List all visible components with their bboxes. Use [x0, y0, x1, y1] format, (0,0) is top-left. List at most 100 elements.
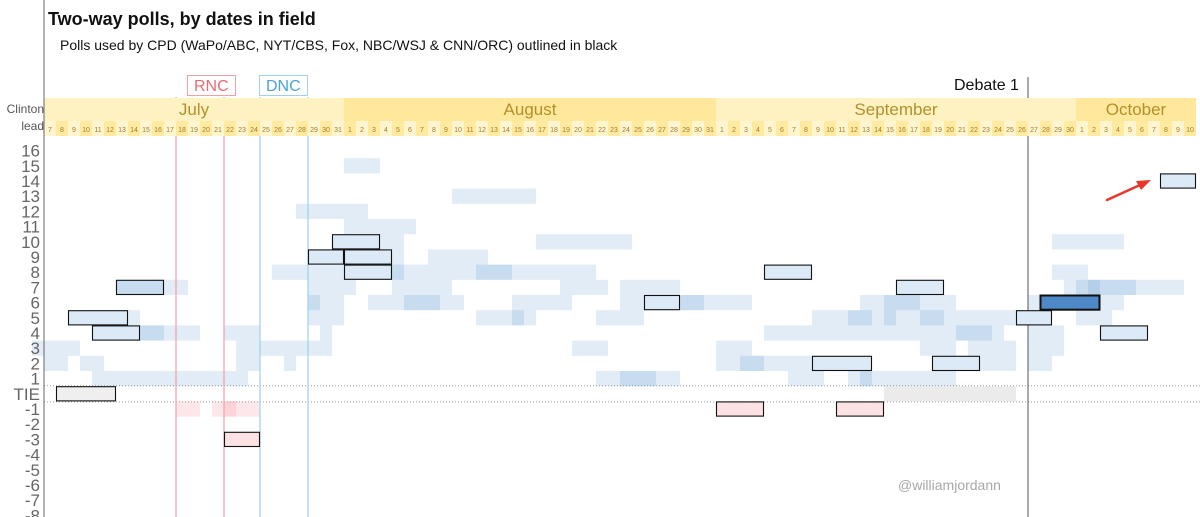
poll-cell — [368, 295, 464, 311]
poll-cell — [308, 340, 332, 356]
day-tick-label: 10 — [826, 127, 834, 134]
day-cell — [380, 121, 392, 136]
debate-label: Debate 1 — [954, 77, 1019, 94]
poll-cell — [284, 355, 296, 371]
poll-cell — [260, 340, 308, 356]
day-tick-label: 25 — [262, 127, 270, 134]
day-cell — [212, 121, 224, 136]
y-tick-label: -4 — [25, 446, 40, 465]
day-tick-label: 26 — [1018, 127, 1026, 134]
day-cell — [920, 121, 932, 136]
day-tick-label: 7 — [420, 127, 424, 134]
day-cell — [692, 121, 704, 136]
day-cell — [1076, 121, 1088, 136]
poll-cell — [1052, 264, 1088, 280]
poll-cell — [344, 219, 416, 235]
day-tick-label: 16 — [154, 127, 162, 134]
day-cell — [116, 121, 128, 136]
day-tick-label: 22 — [226, 127, 234, 134]
day-tick-label: 13 — [118, 127, 126, 134]
day-cell — [536, 121, 548, 136]
month-band-september — [716, 98, 1076, 121]
day-tick-label: 2 — [360, 127, 364, 134]
day-tick-label: 20 — [946, 127, 954, 134]
y-tick-label: 6 — [31, 294, 40, 313]
y-axis-label-line1: Clinton — [6, 102, 44, 116]
day-cell — [524, 121, 536, 136]
poll-cell — [560, 279, 608, 295]
poll-cell — [680, 295, 752, 311]
day-cell — [548, 121, 560, 136]
y-tick-label: 8 — [31, 263, 40, 282]
poll-cell — [320, 325, 332, 341]
day-tick-label: 12 — [478, 127, 486, 134]
day-cell — [500, 121, 512, 136]
day-cell — [668, 121, 680, 136]
day-cell — [740, 121, 752, 136]
poll-cell — [296, 203, 368, 219]
poll-cell — [848, 310, 872, 326]
annotation-arrowhead-icon — [1136, 180, 1151, 190]
poll-cell — [884, 295, 920, 311]
poll-cell — [1028, 355, 1052, 371]
poll-cell — [308, 295, 344, 311]
day-tick-label: 16 — [898, 127, 906, 134]
day-tick-label: 25 — [634, 127, 642, 134]
day-cell — [140, 121, 152, 136]
day-tick-label: 26 — [646, 127, 654, 134]
day-cell — [1088, 121, 1100, 136]
day-tick-label: 21 — [586, 127, 594, 134]
poll-cell — [620, 371, 656, 387]
day-tick-label: 16 — [526, 127, 534, 134]
day-tick-label: 11 — [94, 127, 101, 134]
poll-cell — [344, 158, 380, 174]
day-cell — [356, 121, 368, 136]
day-tick-label: 4 — [384, 127, 388, 134]
poll-cell — [164, 325, 200, 341]
day-cell — [200, 121, 212, 136]
day-cell — [416, 121, 428, 136]
day-tick-label: 11 — [838, 127, 845, 134]
day-cell — [1112, 121, 1124, 136]
day-cell — [440, 121, 452, 136]
day-tick-label: 8 — [60, 127, 64, 134]
y-tick-label: -8 — [25, 506, 40, 517]
day-tick-label: 22 — [970, 127, 978, 134]
day-cell — [404, 121, 416, 136]
day-cell — [284, 121, 296, 136]
day-cell — [272, 121, 284, 136]
day-tick-label: 6 — [408, 127, 412, 134]
day-tick-label: 23 — [238, 127, 246, 134]
y-tick-label: -5 — [25, 461, 40, 480]
day-cell — [44, 121, 56, 136]
day-tick-label: 23 — [982, 127, 990, 134]
day-cell — [80, 121, 92, 136]
day-cell — [1028, 121, 1040, 136]
cpd-poll-cell — [1039, 294, 1101, 311]
day-tick-label: 9 — [444, 127, 448, 134]
y-axis-label-line2: lead — [21, 119, 44, 133]
day-tick-label: 9 — [72, 127, 76, 134]
y-tick-label: -2 — [25, 415, 40, 434]
poll-cell — [92, 371, 248, 387]
day-cell — [68, 121, 80, 136]
day-cell — [488, 121, 500, 136]
day-tick-label: 24 — [994, 127, 1002, 134]
poll-cell — [428, 249, 488, 265]
day-cell — [752, 121, 764, 136]
poll-cell — [1028, 340, 1064, 356]
day-tick-label: 15 — [142, 127, 150, 134]
day-cell — [1100, 121, 1112, 136]
day-tick-label: 3 — [1104, 127, 1108, 134]
day-tick-label: 7 — [1152, 127, 1156, 134]
day-tick-label: 29 — [310, 127, 318, 134]
day-tick-label: 2 — [1092, 127, 1096, 134]
day-tick-label: 1 — [720, 127, 724, 134]
poll-cell — [848, 371, 896, 387]
y-tick-label: 13 — [21, 187, 40, 206]
poll-cell — [920, 310, 1028, 326]
poll-cell — [1052, 234, 1124, 250]
poll-cell — [536, 234, 632, 250]
cpd-poll-cell — [763, 264, 813, 280]
day-tick-label: 9 — [1176, 127, 1180, 134]
